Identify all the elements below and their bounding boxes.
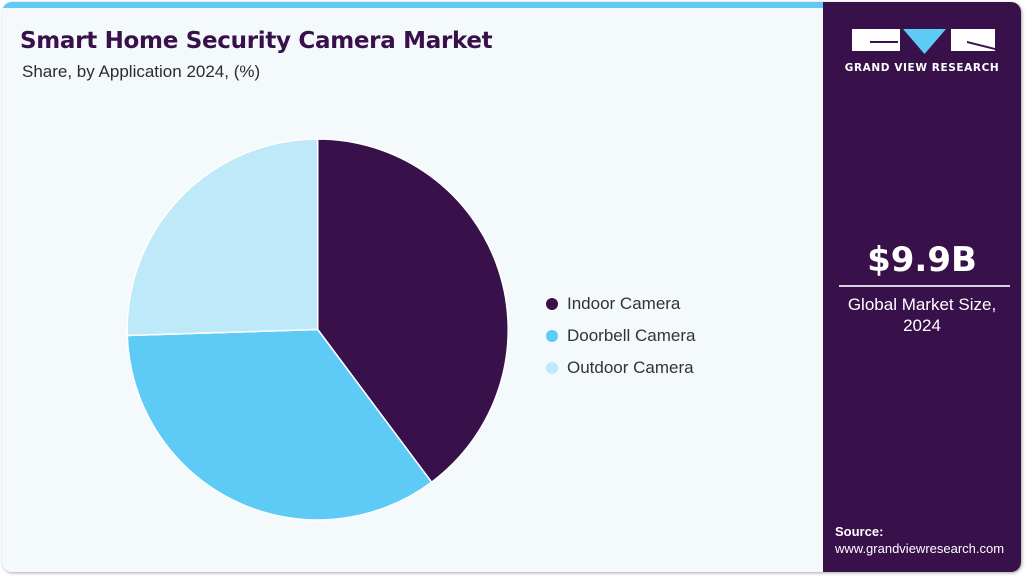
source-label: Source:	[835, 524, 884, 539]
side-panel: GRAND VIEW RESEARCH $9.9B Global Market …	[823, 2, 1021, 572]
pie-slice-indoor-camera	[316, 138, 509, 483]
market-size-value: $9.9B	[867, 240, 977, 280]
market-size-label-year: 2024	[903, 316, 941, 335]
chart-subtitle: Share, by Application 2024, (%)	[22, 62, 261, 81]
market-size-label: Global Market Size, 2024	[823, 294, 1021, 336]
legend-swatch-icon	[546, 298, 558, 310]
legend-swatch-icon	[546, 362, 558, 374]
pie-slice-outdoor-camera	[126, 138, 319, 337]
chart-legend: Indoor Camera Doorbell Camera Outdoor Ca…	[546, 288, 696, 384]
legend-label: Doorbell Camera	[567, 326, 696, 345]
pie-chart	[126, 138, 509, 521]
pie-slice-doorbell-camera	[126, 328, 433, 521]
legend-item-doorbell-camera: Doorbell Camera	[546, 320, 696, 352]
source-url: www.grandviewresearch.com	[835, 541, 1005, 556]
market-size-label-line1: Global Market Size,	[847, 295, 997, 314]
grand-view-research-logo-icon	[852, 29, 995, 54]
legend-item-outdoor-camera: Outdoor Camera	[546, 352, 696, 384]
logo-wordmark: GRAND VIEW RESEARCH	[844, 62, 1000, 74]
divider	[839, 285, 1010, 287]
legend-item-indoor-camera: Indoor Camera	[546, 288, 696, 320]
legend-label: Outdoor Camera	[567, 358, 694, 377]
legend-swatch-icon	[546, 330, 558, 342]
chart-title: Smart Home Security Camera Market	[20, 28, 493, 54]
accent-top-bar	[2, 2, 823, 8]
legend-label: Indoor Camera	[567, 294, 681, 313]
